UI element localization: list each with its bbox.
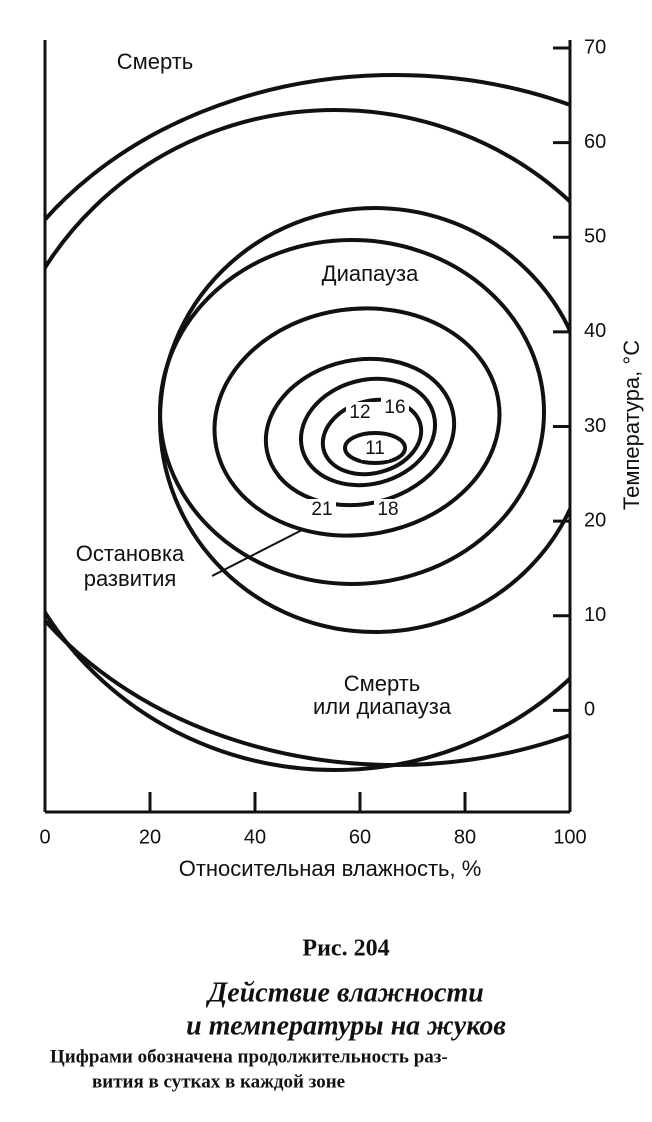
y-axis-title: Температура, °C: [619, 340, 644, 510]
contour-label: 21: [311, 499, 332, 520]
contour-label-bg: [374, 499, 402, 521]
y-tick-label: 60: [584, 131, 606, 153]
y-tick-label: 10: [584, 604, 606, 626]
x-tick-label: 20: [139, 826, 161, 848]
contour-label-bg: [381, 397, 409, 419]
figure-number: Рис. 204: [302, 936, 389, 962]
contour-label-bg: [346, 402, 374, 424]
leader-line: [211, 529, 303, 577]
contour: [45, 73, 570, 767]
contour-label-bg: [308, 499, 336, 521]
x-tick-label: 100: [553, 826, 586, 848]
zone-label: развития: [84, 566, 177, 591]
y-tick-label: 50: [584, 226, 606, 248]
y-tick-label: 70: [584, 36, 606, 58]
contour-label: 11: [365, 438, 385, 459]
x-axis-title: Относительная влажность, %: [179, 856, 482, 881]
zone-label: Смерть: [344, 671, 421, 696]
contour: [158, 238, 546, 586]
contour: [212, 306, 502, 538]
contour: [343, 431, 407, 465]
contour-label: 16: [384, 397, 405, 418]
x-tick-label: 0: [39, 826, 50, 848]
y-tick-label: 40: [584, 320, 606, 342]
zone-label: или диапауза: [313, 694, 452, 719]
figure-title: Действие влажности: [205, 977, 484, 1008]
contour-label: 12: [349, 402, 370, 423]
figure-note: вития в сутках в каждой зоне: [92, 1071, 345, 1092]
zone-label: Диапауза: [322, 261, 419, 286]
contour: [298, 376, 438, 488]
figure-note: Цифрами обозначена продолжительность раз…: [50, 1046, 448, 1067]
contour-label: 18: [377, 499, 398, 520]
contour: [45, 108, 570, 772]
y-tick-label: 0: [584, 699, 595, 721]
contours: [45, 73, 570, 772]
y-tick-label: 20: [584, 509, 606, 531]
zone-label: Смерть: [117, 49, 194, 74]
x-tick-label: 60: [349, 826, 371, 848]
x-tick-label: 80: [454, 826, 476, 848]
x-tick-label: 40: [244, 826, 266, 848]
zone-label: Остановка: [76, 541, 185, 566]
y-tick-label: 30: [584, 415, 606, 437]
contour-label-bg: [361, 438, 389, 460]
figure-title: и температуры на жуков: [186, 1010, 506, 1041]
